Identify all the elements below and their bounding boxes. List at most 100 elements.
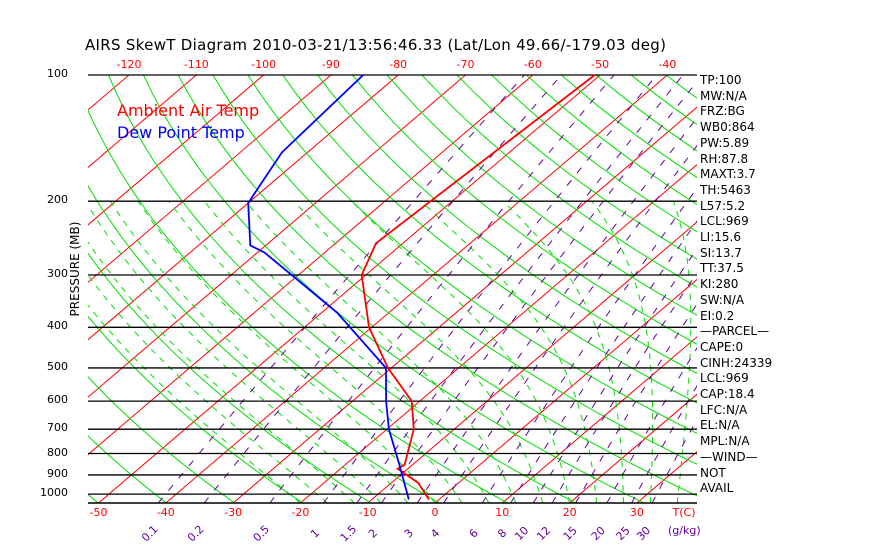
mixing-ratio-tick-label: 6: [467, 526, 481, 540]
isotherm-line: [88, 75, 332, 283]
bottom-temp-tick-label: 10: [495, 506, 509, 519]
mixing-ratio-line: [651, 418, 697, 503]
sounding-info-item: MPL:N/A: [700, 434, 750, 449]
mixing-ratio-tick-label: 0.2: [185, 523, 207, 545]
dry-adiabat-line: [421, 75, 697, 288]
dew-point-temp-line: [247, 74, 410, 500]
x-axis-label: T(C): [672, 506, 696, 519]
moist-adiabat-line: [673, 201, 692, 503]
pressure-tick-label: 500: [47, 359, 68, 373]
dry-adiabat-line: [142, 75, 645, 503]
sounding-info-item: TH:5463: [700, 182, 751, 197]
mixing-ratio-line: [510, 220, 697, 503]
bottom-temp-tick-label: 30: [630, 506, 644, 519]
top-temp-tick-label: -60: [524, 58, 542, 71]
ambient-air-temp-line: [360, 74, 596, 500]
isotherm-line: [501, 336, 697, 503]
sounding-info-item: —WIND—: [700, 449, 758, 464]
dry-adiabat-line: [212, 75, 697, 465]
moist-adiabat-line: [245, 200, 517, 503]
dry-adiabat-line: [88, 435, 167, 503]
dry-adiabat-line: [352, 75, 697, 345]
pressure-tick-label: 600: [47, 393, 68, 407]
mixing-ratio-line: [481, 187, 697, 503]
sounding-info-item: LCL:969: [700, 371, 749, 386]
dry-adiabat-line: [665, 75, 697, 99]
mixing-ratio-line: [606, 347, 697, 503]
dry-adiabat-line: [456, 75, 697, 260]
dry-adiabat-line: [88, 315, 304, 503]
top-temp-tick-label: -120: [117, 58, 142, 71]
dry-adiabat-line: [88, 109, 508, 503]
top-temp-tick-label: -40: [658, 58, 676, 71]
mixing-ratio-tick-label: 2: [366, 526, 380, 540]
isotherm-line: [0, 75, 62, 503]
bottom-temp-tick-label: 20: [563, 506, 577, 519]
mixing-ratio-line: [356, 75, 684, 503]
bottom-temp-tick-label: -30: [224, 506, 242, 519]
top-temp-tick-label: -90: [322, 58, 340, 71]
dry-adiabat-line: [282, 75, 697, 404]
mixing-ratio-tick-label: 15: [561, 524, 580, 543]
sounding-info-item: CAP:18.4: [700, 387, 755, 401]
mixing-ratio-line: [416, 117, 697, 503]
sounding-info-item: SW:N/A: [700, 292, 745, 307]
moist-adiabat-line: [88, 204, 382, 503]
sounding-info-item: CAPE:0: [700, 339, 744, 354]
sounding-info-item: —PARCEL—: [700, 324, 770, 339]
mixing-ratio-line: [381, 80, 697, 503]
mixing-ratio-line: [203, 75, 562, 503]
isotherm-line: [98, 75, 601, 503]
moist-adiabat-line: [420, 200, 597, 503]
top-temp-tick-label: -100: [251, 58, 276, 71]
mixing-ratio-line: [443, 144, 697, 503]
dry-adiabat-line: [88, 185, 440, 503]
mixing-ratio-tick-label: 1.5: [338, 523, 360, 545]
mixing-ratio-line: [323, 75, 658, 503]
mixing-ratio-tick-label: 30: [634, 524, 653, 543]
top-temp-tick-label: -70: [457, 58, 475, 71]
isotherm-line: [569, 393, 697, 503]
moist-adiabat-line: [88, 304, 301, 503]
top-temp-tick-label: -80: [389, 58, 407, 71]
bottom-temp-tick-label: -40: [157, 506, 175, 519]
y-axis-label: PRESSURE (MB): [68, 221, 82, 317]
moist-adiabat-line: [88, 274, 328, 503]
sounding-info-item: TT:37.5: [700, 261, 744, 276]
dry-adiabat-line: [88, 376, 235, 503]
sounding-info-item: WB0:864: [700, 120, 755, 135]
isotherm-line: [88, 75, 534, 456]
dry-adiabat-line: [0, 75, 30, 503]
pressure-tick-label: 200: [47, 193, 68, 207]
mixing-ratio-tick-label: 10: [512, 524, 531, 543]
mixing-ratio-line: [551, 271, 697, 503]
moist-adiabat-line: [109, 200, 409, 503]
isotherm-line: [300, 163, 697, 503]
sounding-info-item: SI:13.7: [700, 245, 742, 260]
sounding-info-item: LCL:969: [700, 214, 749, 229]
sounding-info-item: EI:0.2: [700, 308, 735, 323]
dry-adiabat-line: [177, 75, 697, 497]
mixing-ratio-unit-label: (g/kg): [668, 524, 701, 537]
legend-dew-point-temp: Dew Point Temp: [117, 123, 245, 142]
mixing-ratio-tick-label: 0.1: [139, 523, 161, 545]
dry-adiabat-line: [386, 75, 697, 316]
dry-adiabat-line: [736, 75, 870, 503]
sounding-info-item: CINH:24339: [700, 355, 773, 370]
mixing-ratio-line: [157, 75, 525, 503]
sounding-info-item: EL:N/A: [700, 418, 740, 433]
chart-title: AIRS SkewT Diagram 2010-03-21/13:56:46.3…: [85, 36, 667, 54]
bottom-temp-tick-label: -10: [359, 506, 377, 519]
isotherm-line: [772, 75, 870, 503]
sounding-info-item: AVAIL: [700, 481, 734, 496]
isotherm-line: [636, 451, 697, 503]
bottom-temp-tick-label: 0: [432, 506, 439, 519]
moist-adiabat-line: [293, 200, 544, 503]
sounding-info-item: MAXT:3.7: [700, 167, 756, 182]
moist-adiabat-line: [351, 200, 571, 503]
isotherm-line: [88, 75, 197, 169]
dry-adiabat-line: [247, 75, 697, 434]
moist-adiabat-line: [591, 200, 654, 503]
sounding-info-item: FRZ:BG: [700, 104, 745, 119]
mixing-ratio-tick-label: 20: [589, 524, 608, 543]
